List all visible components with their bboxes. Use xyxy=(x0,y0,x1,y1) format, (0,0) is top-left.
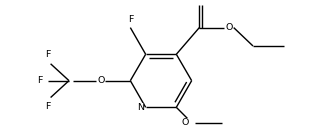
Text: F: F xyxy=(45,50,50,59)
Text: O: O xyxy=(97,76,105,85)
Text: O: O xyxy=(225,23,232,32)
Text: F: F xyxy=(128,15,133,24)
Text: O: O xyxy=(181,118,189,127)
Text: F: F xyxy=(45,102,50,111)
Text: N: N xyxy=(137,103,144,112)
Text: F: F xyxy=(38,76,43,85)
